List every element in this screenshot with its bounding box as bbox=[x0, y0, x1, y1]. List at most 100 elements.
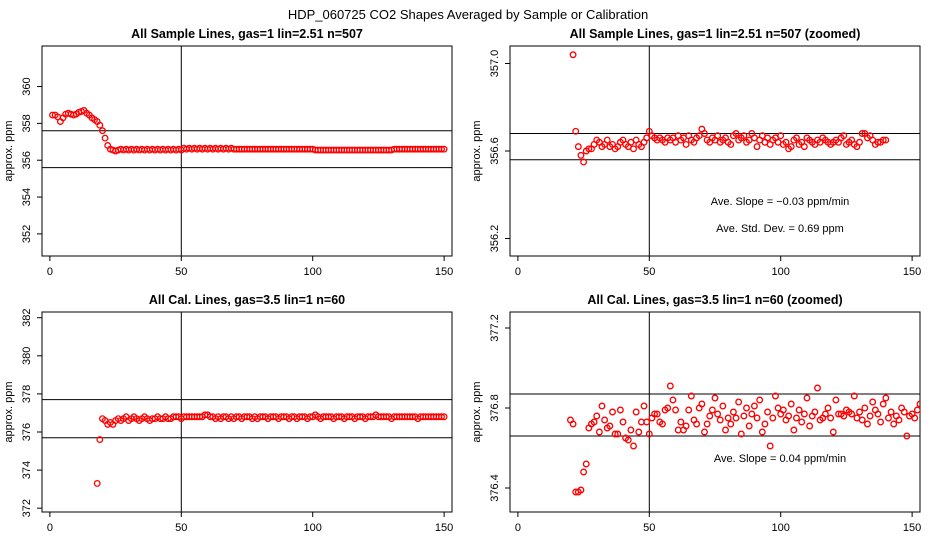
data-point bbox=[714, 132, 722, 140]
data-point bbox=[769, 414, 777, 422]
data-point bbox=[800, 143, 808, 151]
data-point bbox=[869, 398, 877, 406]
data-point bbox=[577, 151, 585, 159]
data-point bbox=[727, 420, 735, 428]
data-point bbox=[582, 460, 590, 468]
data-point bbox=[666, 382, 674, 390]
data-point bbox=[863, 420, 871, 428]
y-tick-label: 354 bbox=[21, 188, 33, 206]
data-point bbox=[572, 127, 580, 135]
data-point bbox=[832, 396, 840, 404]
data-point bbox=[866, 412, 874, 420]
y-axis-label: approx. ppm bbox=[3, 120, 15, 181]
y-tick-label: 372 bbox=[21, 499, 33, 517]
data-point bbox=[580, 468, 588, 476]
data-point bbox=[614, 430, 622, 438]
x-tick-label: 50 bbox=[643, 522, 655, 534]
y-axis-label: approx. ppm bbox=[471, 381, 483, 442]
y-tick-label: 376.8 bbox=[489, 394, 501, 422]
data-point bbox=[882, 136, 890, 144]
data-point bbox=[821, 410, 829, 418]
data-point bbox=[806, 422, 814, 430]
data-point bbox=[882, 394, 890, 402]
panel-title: All Sample Lines, gas=1 lin=2.51 n=507 bbox=[131, 27, 363, 41]
y-axis-label: approx. ppm bbox=[471, 120, 483, 181]
data-point bbox=[619, 418, 627, 426]
data-point bbox=[922, 413, 928, 419]
data-point bbox=[569, 51, 577, 59]
data-point bbox=[722, 426, 729, 434]
data-point bbox=[861, 404, 869, 412]
y-axis-label: approx. ppm bbox=[3, 381, 15, 442]
y-tick-label: 376 bbox=[21, 423, 33, 441]
x-tick-label: 100 bbox=[772, 266, 790, 278]
data-point bbox=[706, 412, 714, 420]
data-point bbox=[764, 408, 772, 416]
y-tick-label: 380 bbox=[21, 347, 33, 365]
data-point bbox=[598, 402, 606, 410]
data-point bbox=[745, 422, 753, 430]
y-tick-label: 382 bbox=[21, 309, 33, 327]
data-point bbox=[848, 410, 856, 418]
data-point bbox=[732, 414, 740, 422]
data-point bbox=[651, 410, 659, 418]
data-point bbox=[635, 428, 643, 436]
data-point bbox=[793, 134, 800, 142]
data-point bbox=[698, 400, 706, 408]
data-point bbox=[895, 416, 903, 424]
y-tick-label: 378 bbox=[21, 385, 33, 403]
data-point bbox=[658, 420, 666, 428]
plot-frame bbox=[41, 311, 453, 513]
plot-frame bbox=[509, 45, 921, 257]
data-point bbox=[677, 418, 685, 426]
data-point bbox=[903, 432, 911, 440]
data-point bbox=[737, 430, 745, 438]
x-tick-label: 0 bbox=[515, 266, 521, 278]
data-series bbox=[49, 107, 448, 155]
data-point bbox=[701, 428, 708, 436]
annotation-text: Ave. Std. Dev. = 0.69 ppm bbox=[716, 223, 844, 235]
x-tick-label: 100 bbox=[772, 522, 790, 534]
x-tick-label: 0 bbox=[515, 522, 521, 534]
data-point bbox=[782, 138, 790, 146]
data-point bbox=[711, 394, 719, 402]
data-point bbox=[787, 143, 795, 151]
data-point bbox=[682, 140, 690, 148]
data-point bbox=[840, 132, 848, 140]
data-point bbox=[766, 442, 774, 450]
x-tick-label: 150 bbox=[435, 522, 453, 534]
data-point bbox=[829, 428, 837, 436]
data-point bbox=[640, 402, 648, 410]
data-point bbox=[616, 406, 624, 414]
data-point bbox=[753, 414, 761, 422]
data-point bbox=[569, 420, 577, 428]
data-point bbox=[440, 413, 448, 421]
data-point bbox=[790, 426, 798, 434]
data-point bbox=[627, 426, 635, 434]
data-point bbox=[708, 406, 716, 414]
data-point bbox=[785, 412, 793, 420]
data-point bbox=[727, 140, 735, 148]
data-point bbox=[703, 420, 711, 428]
data-point bbox=[714, 410, 722, 418]
data-point bbox=[911, 414, 919, 422]
data-point bbox=[771, 392, 779, 400]
data-point bbox=[777, 132, 785, 140]
x-tick-label: 50 bbox=[175, 522, 187, 534]
data-point bbox=[590, 418, 598, 426]
data-point bbox=[645, 430, 653, 438]
data-point bbox=[687, 392, 695, 400]
x-tick-label: 0 bbox=[47, 266, 53, 278]
data-point bbox=[850, 392, 858, 400]
data-point bbox=[440, 145, 448, 153]
data-point bbox=[701, 130, 708, 137]
x-tick-label: 150 bbox=[903, 522, 921, 534]
data-point bbox=[811, 408, 819, 416]
data-point bbox=[603, 136, 611, 144]
data-point bbox=[601, 416, 609, 424]
y-tick-label: 358 bbox=[21, 114, 33, 132]
data-point bbox=[98, 127, 106, 135]
data-point bbox=[753, 143, 761, 151]
figure-title: HDP_060725 CO2 Shapes Averaged by Sample… bbox=[288, 7, 648, 22]
data-point bbox=[438, 413, 445, 421]
